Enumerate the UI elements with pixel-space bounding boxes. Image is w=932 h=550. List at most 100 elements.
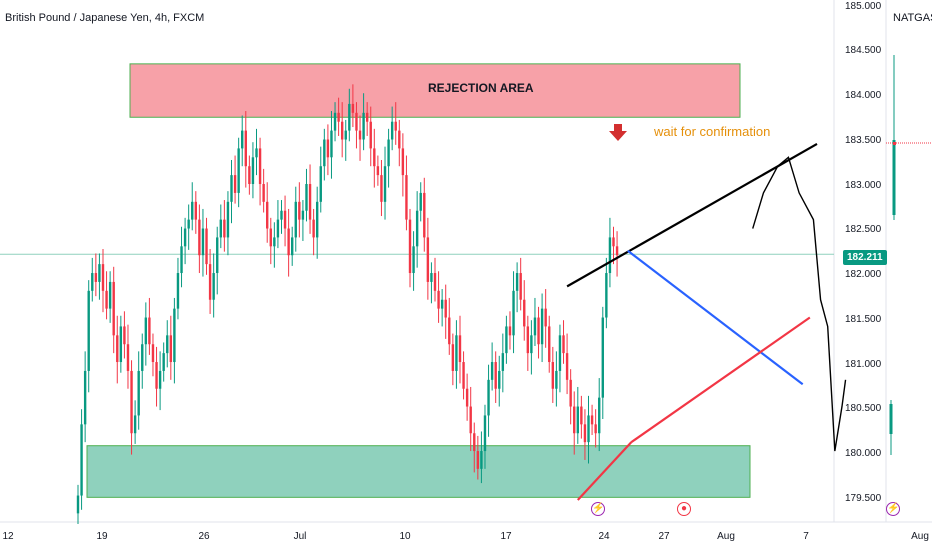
candle-body [287,228,290,256]
candle-body [226,201,230,238]
candle-body [212,273,215,300]
price-tick: 184.500 [845,45,882,56]
candle-body [569,379,572,407]
candle-body [415,210,419,247]
candle-body [892,140,896,215]
trendline [630,316,811,444]
symbol-title: British Pound / Japanese Yen, 4h, FXCM [5,12,205,24]
time-tick: 7 [803,531,809,542]
candle-body [291,237,294,256]
candle-body [376,166,380,176]
candle-body [358,130,362,140]
candle-body [191,201,194,220]
lightning-icon[interactable]: ⚡ [886,502,900,516]
trendline [566,143,818,288]
candle-body [198,219,201,256]
price-tick: 182.500 [845,224,882,235]
record-icon[interactable]: ● [677,502,691,516]
time-tick: 26 [198,531,210,542]
price-tick: 181.000 [845,359,882,370]
candle-body [144,317,148,345]
candle-body [540,308,544,345]
candle-body [519,273,522,300]
rejection-area-label: REJECTION AREA [428,81,534,95]
candle-body [126,344,130,371]
candle-body [408,219,412,274]
candle-body [537,317,540,345]
candle-body [615,246,619,256]
candle-body [151,344,155,363]
candle-body [262,184,265,202]
candle-body [298,201,301,220]
candle-body [458,335,462,363]
candle-body [180,246,183,274]
trendline [576,441,633,501]
candle-body [351,103,355,113]
candle-body [498,370,501,389]
candle-body [515,273,519,291]
candle-body [480,451,483,469]
candle-body [130,370,133,434]
candle-body [587,415,590,443]
candle-body [333,112,337,131]
candle-body [398,130,401,149]
price-tick: 180.500 [845,403,882,414]
candle-body [269,228,272,247]
candle-body [387,139,390,167]
candle-body [230,175,233,202]
candle-body [87,290,90,371]
candle-body [512,290,515,336]
candle-body [544,308,547,327]
candle-body [98,264,101,282]
candle-body [244,130,247,167]
candle-body [505,326,508,354]
candle-body [251,157,255,185]
candle-body [141,344,144,371]
candle-body [362,112,365,140]
candle-body [526,326,530,354]
candle-body [219,219,222,238]
candle-body [465,388,469,407]
candle-body [405,175,408,220]
candle-body [530,335,533,354]
candle-body [319,166,322,202]
candle-body [380,175,383,202]
candle-body [216,237,219,274]
candle-body [473,433,476,452]
candle-body [412,246,415,274]
candle-body [283,210,287,229]
candle-body [223,219,226,238]
candle-body [433,273,437,291]
price-tick: 182.000 [845,269,882,280]
candle-body [280,210,283,220]
candle-body [176,273,180,309]
candle-body [248,166,251,185]
candle-body [330,130,333,158]
candle-body [205,228,208,265]
candle-body [562,335,565,354]
candle-body [448,317,451,345]
candle-body [155,362,158,389]
candle-body [608,237,612,274]
price-tick: 180.000 [845,448,882,459]
current-price-badge: 182.211 [843,250,887,265]
candle-body [255,148,258,158]
candle-body [419,192,422,211]
candle-body [323,139,326,167]
candle-body [558,335,562,371]
candle-body [573,406,576,434]
candle-body [889,404,893,434]
confirmation-note: wait for confirmation [654,124,771,139]
down-arrow-icon [609,124,627,141]
candle-body [305,184,308,211]
candle-body [444,299,447,318]
candle-body [612,237,615,247]
candle-body [308,184,312,220]
lightning-icon[interactable]: ⚡ [591,502,605,516]
candle-body [326,139,330,158]
candle-body [605,273,608,318]
candle-body [119,326,123,363]
candle-body [123,326,126,345]
candle-body [455,335,458,371]
